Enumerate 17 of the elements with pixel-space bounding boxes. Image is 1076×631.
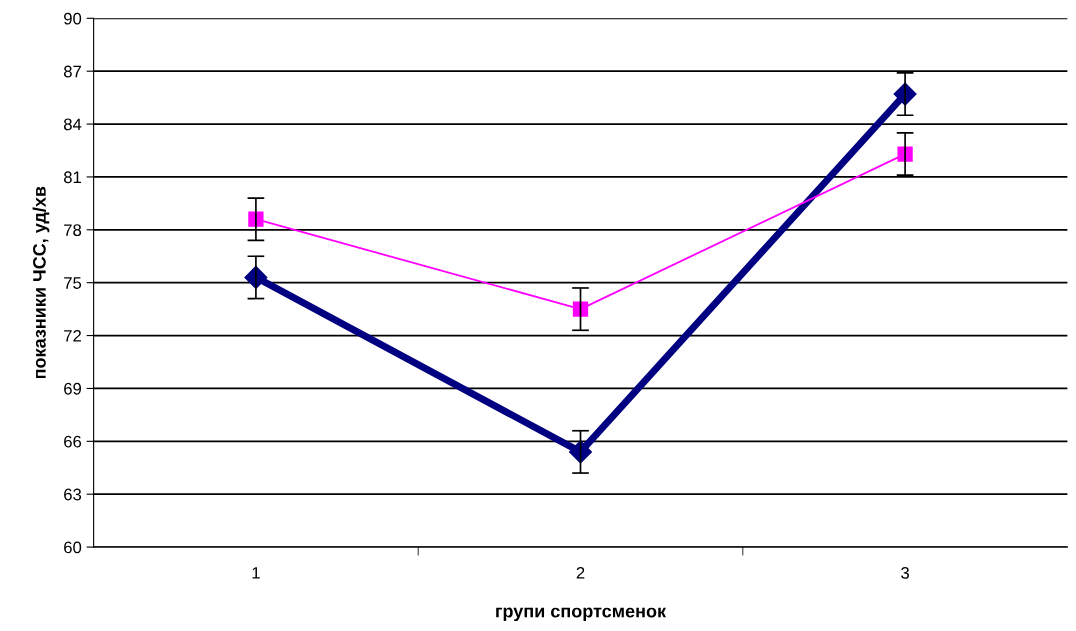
y-tick-label: 78	[64, 224, 82, 237]
x-tick-label: 2	[576, 566, 585, 579]
x-axis-title: групи спортсменок	[496, 607, 667, 622]
y-tick-label: 63	[64, 488, 82, 501]
x-tick-label: 1	[252, 567, 260, 579]
y-tick-label: 69	[64, 382, 82, 395]
x-tick-label: 3	[901, 566, 909, 579]
y-tick-label: 66	[64, 435, 82, 448]
y-tick-label: 90	[64, 12, 82, 25]
y-tick-label: 72	[64, 329, 81, 342]
y-tick-label: 81	[63, 171, 81, 184]
y-axis-title: показники ЧСС, уд/хв	[32, 186, 50, 379]
y-tick-label: 75	[64, 277, 82, 289]
y-tick-label: 87	[63, 65, 81, 78]
y-tick-label: 60	[64, 541, 82, 554]
point	[572, 301, 589, 317]
y-tick-label: 84	[63, 118, 82, 131]
